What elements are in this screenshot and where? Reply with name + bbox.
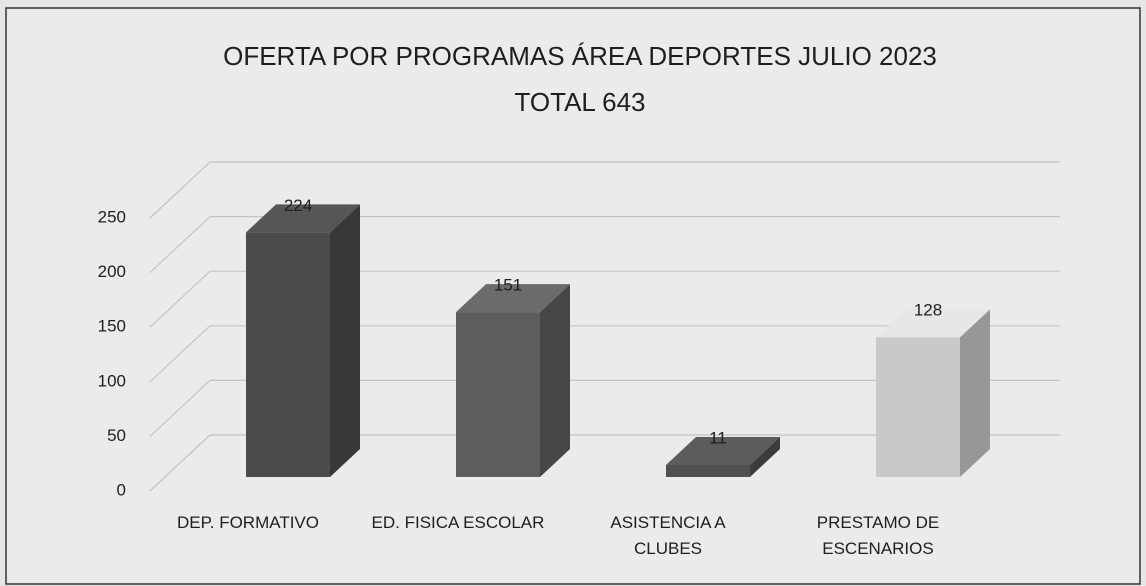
grid-line xyxy=(149,379,211,437)
value-label: 128 xyxy=(914,301,942,320)
grid-line xyxy=(149,270,211,328)
bar-side xyxy=(540,284,570,477)
grid-line xyxy=(149,325,211,383)
y-tick-label: 250 xyxy=(98,207,126,226)
grid-line xyxy=(149,161,211,219)
x-tick-label: ASISTENCIA A CLUBES xyxy=(610,513,726,558)
x-tick-label: PRESTAMO DE ESCENARIOS xyxy=(816,513,940,558)
bar-side xyxy=(750,436,780,477)
value-label: 151 xyxy=(494,276,522,295)
value-label: 11 xyxy=(709,428,727,447)
bar-top xyxy=(246,204,360,233)
bar-top xyxy=(666,436,780,465)
chart-frame xyxy=(5,7,1141,585)
y-tick-label: 50 xyxy=(107,426,126,445)
y-tick-label: 200 xyxy=(98,262,126,281)
bar-front xyxy=(246,232,330,477)
value-label: 224 xyxy=(284,196,312,215)
chart-title: OFERTA POR PROGRAMAS ÁREA DEPORTES JULIO… xyxy=(223,41,937,71)
bar-top xyxy=(876,309,990,338)
bar-front xyxy=(666,464,750,477)
bar-top xyxy=(456,284,570,313)
grid-line xyxy=(149,434,211,492)
bar-side xyxy=(330,204,360,477)
y-tick-label: 0 xyxy=(117,480,126,499)
bar-front xyxy=(456,312,540,477)
bar-front xyxy=(876,337,960,477)
chart-subtitle: TOTAL 643 xyxy=(514,87,645,117)
x-tick-label: DEP. FORMATIVO xyxy=(176,513,319,532)
y-tick-label: 100 xyxy=(98,371,126,390)
bar-side xyxy=(960,309,990,477)
grid-line xyxy=(149,216,211,274)
y-tick-label: 150 xyxy=(98,317,126,336)
x-tick-label: ED. FISICA ESCOLAR xyxy=(371,513,545,532)
